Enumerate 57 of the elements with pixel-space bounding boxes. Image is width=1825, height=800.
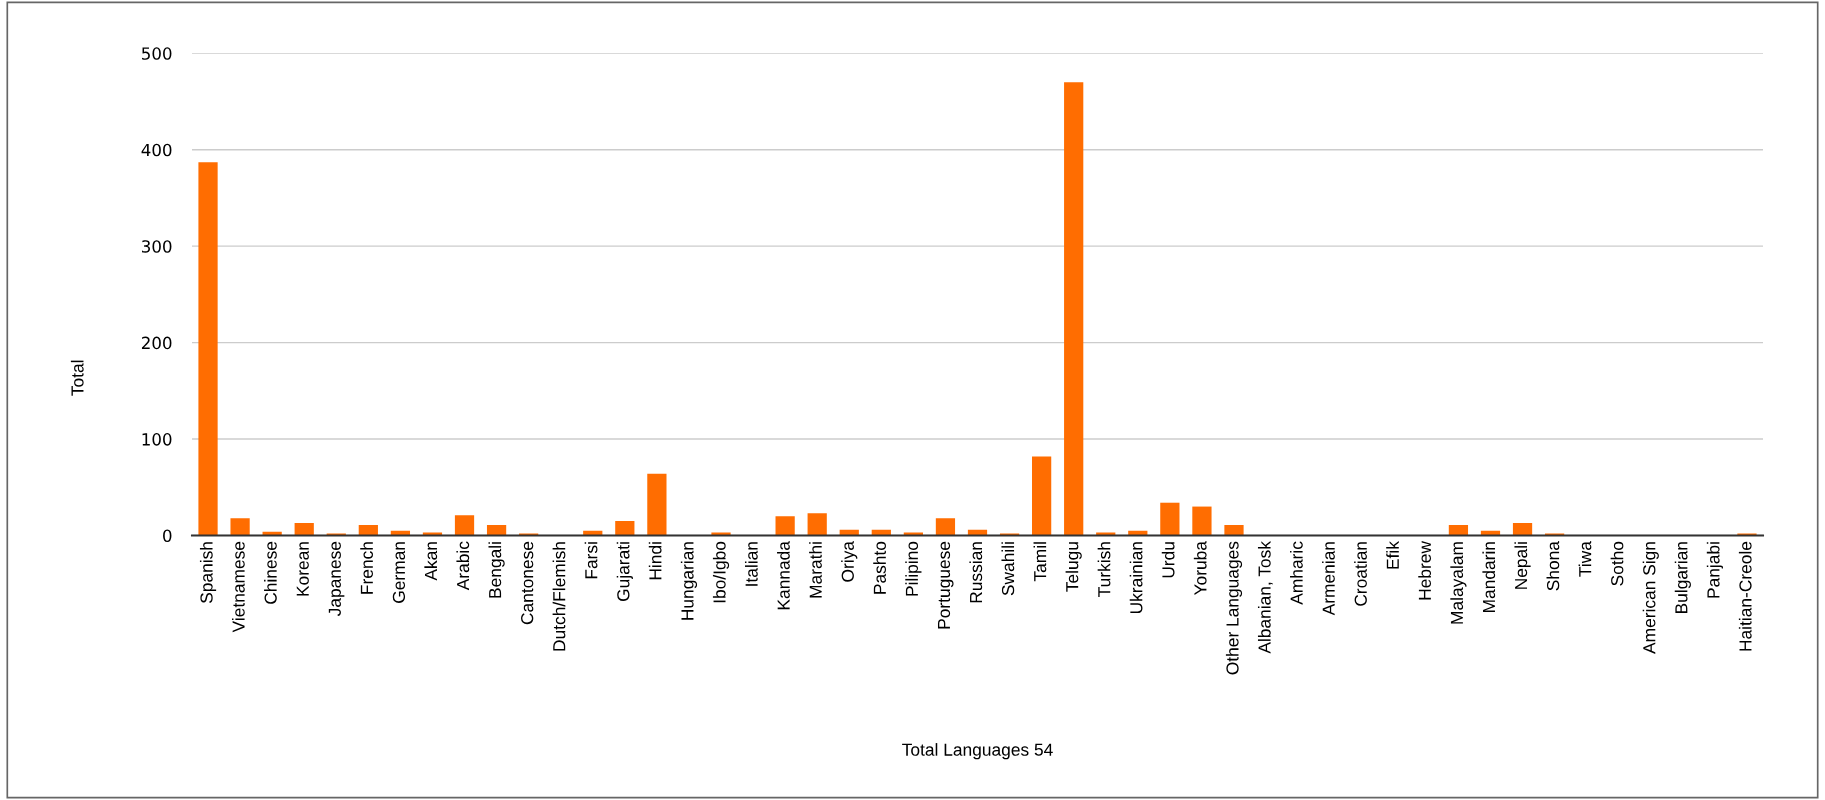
x-tick-label: Hindi	[648, 542, 662, 580]
x-tick-label: Oriya	[841, 541, 858, 582]
x-tick-label: Yoruba	[1193, 541, 1207, 596]
x-tick-label: Vietnamese	[232, 541, 245, 633]
x-axis-title: Total Languages 54	[902, 743, 1053, 760]
x-tick-label: American Sign	[1642, 542, 1659, 654]
x-tick-label: Italian	[744, 542, 758, 586]
x-tick-label: Korean	[296, 542, 309, 596]
x-tick-label: Kannada	[777, 541, 790, 610]
x-tick-label: Spanish	[199, 542, 217, 603]
x-tick-label: Gujarati	[616, 542, 633, 601]
x-tick-label: Shona	[1546, 541, 1560, 591]
x-tick-label: Bengali	[488, 542, 505, 598]
x-tick-label: Marathi	[809, 542, 822, 598]
x-tick-label: Panjabi	[1706, 542, 1723, 598]
x-tick-label: Hebrew	[1418, 541, 1432, 600]
x-tick-label: Telugu	[1065, 542, 1082, 592]
x-tick-label: Nepali	[1514, 542, 1531, 589]
x-tick-label: Pashto	[873, 541, 886, 594]
x-tick-label: Pilipino	[905, 541, 922, 596]
x-tick-label: Albanian, Tosk	[1257, 541, 1273, 654]
x-tick-label: Bulgarian	[1674, 542, 1691, 613]
x-tick-label: Portuguese	[937, 541, 954, 629]
y-tick-label: 500	[142, 47, 172, 60]
x-tick-label: Swahili	[1001, 542, 1015, 596]
x-tick-label: Malayalam	[1450, 542, 1467, 624]
x-tick-label: Dutch/Flemish	[552, 542, 566, 651]
x-tick-label: French	[360, 542, 373, 594]
y-tick-label: 300	[142, 240, 172, 253]
x-tick-label: German	[392, 542, 406, 603]
y-tick-label: 200	[141, 336, 172, 350]
x-tick-label: Arabic	[456, 541, 470, 591]
x-tick-label: Croatian	[1354, 542, 1367, 606]
y-axis-title: Total	[70, 360, 84, 396]
x-tick-label: Other Languages	[1225, 541, 1243, 675]
x-tick-label: Farsi	[584, 542, 598, 579]
y-tick-label: 0	[163, 529, 172, 543]
x-tick-label: Armenian	[1322, 542, 1335, 616]
x-tick-label: Haitian-Creole	[1738, 541, 1752, 651]
x-tick-label: Japanese	[328, 541, 345, 617]
x-tick-label: Hungarian	[680, 542, 698, 620]
x-tick-label: Turkish	[1097, 542, 1111, 597]
y-tick-label: 400	[141, 143, 172, 157]
x-tick-label: Russian	[969, 542, 983, 603]
x-tick-label: Tiwa	[1578, 541, 1592, 577]
x-tick-label: Mandarin	[1482, 542, 1496, 612]
y-tick-label: 100	[142, 433, 172, 446]
x-tick-label: Cantonese	[521, 541, 534, 625]
x-tick-label: Urdu	[1161, 542, 1175, 578]
x-tick-label: Chinese	[264, 541, 277, 604]
x-tick-label: Efik	[1386, 541, 1399, 569]
x-tick-label: Akan	[424, 542, 438, 581]
x-tick-label: Tamil	[1033, 542, 1047, 582]
x-tick-label: Amharic	[1290, 541, 1303, 605]
x-tick-label: Ibo/Igbo	[712, 541, 730, 603]
x-tick-label: Sotho	[1610, 541, 1624, 586]
x-tick-label: Ukrainian	[1129, 542, 1143, 614]
